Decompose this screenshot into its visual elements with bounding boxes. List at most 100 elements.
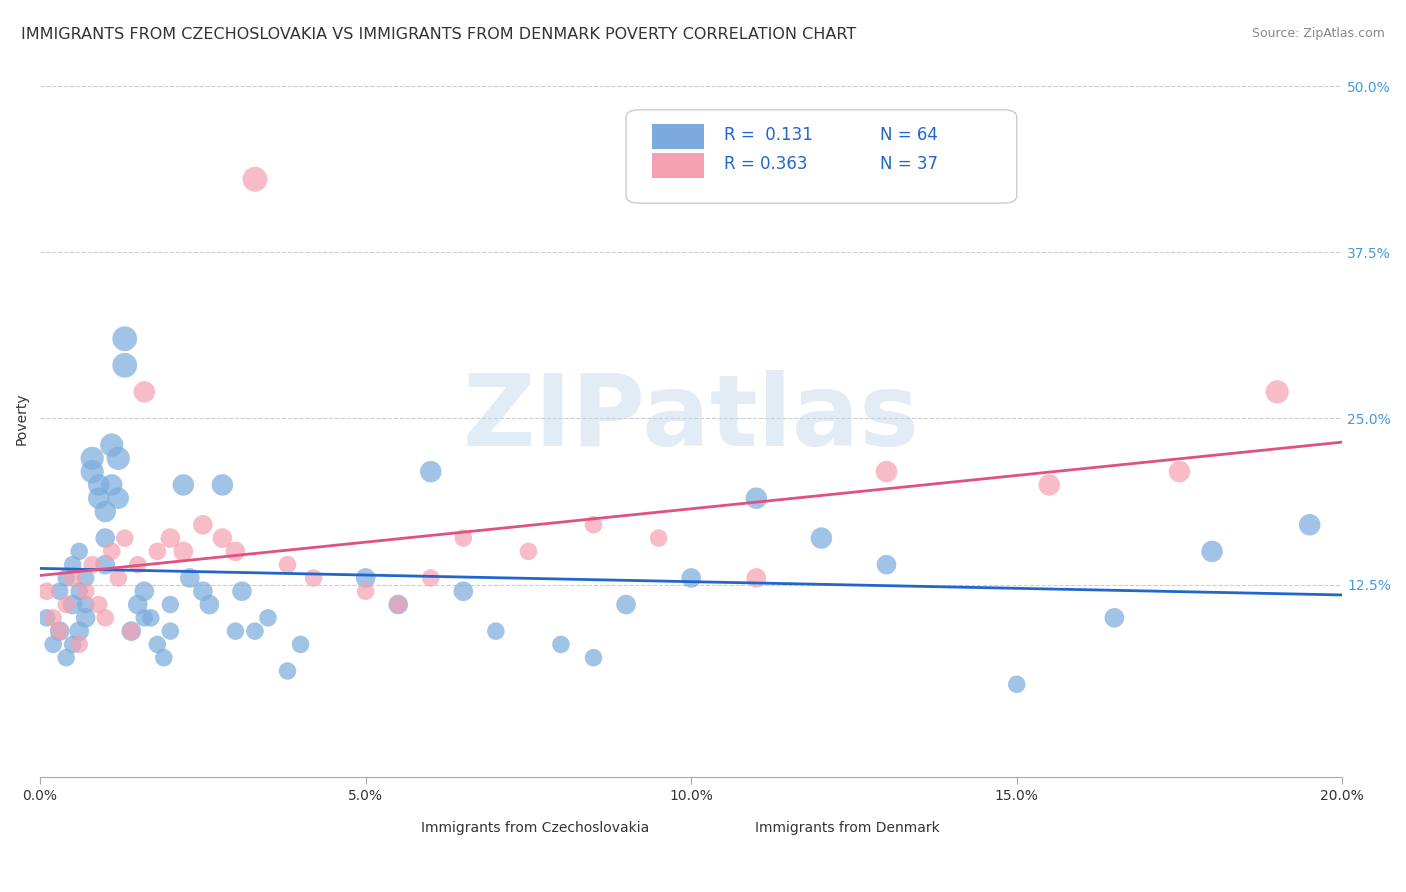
Immigrants from Czechoslovakia — [55, 571, 77, 585]
Immigrants from Denmark — [75, 584, 97, 599]
Immigrants from Czechoslovakia — [67, 584, 90, 599]
Immigrants from Denmark — [172, 544, 194, 558]
Immigrants from Czechoslovakia — [120, 624, 142, 639]
Immigrants from Czechoslovakia — [134, 611, 156, 625]
Immigrants from Czechoslovakia — [1299, 517, 1322, 532]
Immigrants from Czechoslovakia — [159, 624, 181, 639]
Immigrants from Czechoslovakia — [745, 491, 768, 506]
Immigrants from Denmark — [647, 531, 669, 545]
Immigrants from Denmark — [114, 531, 136, 545]
Immigrants from Czechoslovakia — [681, 571, 703, 585]
Immigrants from Czechoslovakia — [94, 531, 117, 545]
Immigrants from Denmark — [243, 172, 266, 186]
Immigrants from Denmark — [419, 571, 441, 585]
Immigrants from Denmark — [745, 571, 768, 585]
Bar — [652, 124, 704, 149]
Immigrants from Czechoslovakia — [67, 624, 90, 639]
Immigrants from Denmark — [87, 598, 110, 612]
Immigrants from Czechoslovakia — [100, 438, 122, 452]
Text: R =  0.131: R = 0.131 — [724, 126, 813, 144]
Immigrants from Czechoslovakia — [134, 584, 156, 599]
Immigrants from Czechoslovakia — [354, 571, 377, 585]
Text: ZIPatlas: ZIPatlas — [463, 370, 920, 467]
Immigrants from Denmark — [62, 571, 84, 585]
Immigrants from Czechoslovakia — [153, 650, 176, 665]
Immigrants from Czechoslovakia — [75, 598, 97, 612]
Immigrants from Czechoslovakia — [550, 637, 572, 651]
Immigrants from Czechoslovakia — [82, 465, 104, 479]
Immigrants from Denmark — [134, 384, 156, 399]
Immigrants from Czechoslovakia — [276, 664, 298, 678]
Immigrants from Czechoslovakia — [172, 478, 194, 492]
Immigrants from Denmark — [159, 531, 181, 545]
Immigrants from Czechoslovakia — [876, 558, 898, 572]
Immigrants from Czechoslovakia — [810, 531, 832, 545]
Immigrants from Czechoslovakia — [127, 598, 149, 612]
Immigrants from Czechoslovakia — [114, 359, 136, 373]
Immigrants from Czechoslovakia — [75, 611, 97, 625]
Text: R = 0.363: R = 0.363 — [724, 154, 807, 173]
Y-axis label: Poverty: Poverty — [15, 392, 30, 445]
Immigrants from Czechoslovakia — [582, 650, 605, 665]
Text: Immigrants from Denmark: Immigrants from Denmark — [755, 821, 939, 835]
Text: N = 64: N = 64 — [880, 126, 938, 144]
Immigrants from Denmark — [107, 571, 129, 585]
Immigrants from Czechoslovakia — [243, 624, 266, 639]
Immigrants from Czechoslovakia — [42, 637, 65, 651]
Immigrants from Czechoslovakia — [87, 478, 110, 492]
Immigrants from Denmark — [94, 611, 117, 625]
Immigrants from Denmark — [1168, 465, 1191, 479]
Immigrants from Czechoslovakia — [55, 650, 77, 665]
Immigrants from Czechoslovakia — [139, 611, 162, 625]
Text: IMMIGRANTS FROM CZECHOSLOVAKIA VS IMMIGRANTS FROM DENMARK POVERTY CORRELATION CH: IMMIGRANTS FROM CZECHOSLOVAKIA VS IMMIGR… — [21, 27, 856, 42]
Immigrants from Denmark — [1038, 478, 1060, 492]
Immigrants from Denmark — [35, 584, 58, 599]
Text: N = 37: N = 37 — [880, 154, 938, 173]
Immigrants from Czechoslovakia — [75, 571, 97, 585]
Immigrants from Czechoslovakia — [179, 571, 201, 585]
Immigrants from Denmark — [517, 544, 540, 558]
Immigrants from Denmark — [387, 598, 409, 612]
Immigrants from Czechoslovakia — [257, 611, 280, 625]
Immigrants from Denmark — [302, 571, 325, 585]
Immigrants from Czechoslovakia — [94, 558, 117, 572]
Immigrants from Czechoslovakia — [1005, 677, 1028, 691]
Immigrants from Czechoslovakia — [62, 598, 84, 612]
Immigrants from Czechoslovakia — [48, 624, 70, 639]
Immigrants from Denmark — [127, 558, 149, 572]
Immigrants from Czechoslovakia — [453, 584, 475, 599]
Immigrants from Czechoslovakia — [198, 598, 221, 612]
Immigrants from Denmark — [67, 637, 90, 651]
Immigrants from Czechoslovakia — [224, 624, 246, 639]
Immigrants from Czechoslovakia — [159, 598, 181, 612]
Immigrants from Czechoslovakia — [146, 637, 169, 651]
Bar — [704, 816, 737, 836]
Bar — [652, 153, 704, 178]
Immigrants from Denmark — [42, 611, 65, 625]
Immigrants from Denmark — [48, 624, 70, 639]
Immigrants from Czechoslovakia — [387, 598, 409, 612]
Immigrants from Denmark — [191, 517, 214, 532]
Immigrants from Czechoslovakia — [35, 611, 58, 625]
Immigrants from Czechoslovakia — [100, 478, 122, 492]
Immigrants from Czechoslovakia — [1201, 544, 1223, 558]
Text: Source: ZipAtlas.com: Source: ZipAtlas.com — [1251, 27, 1385, 40]
Immigrants from Denmark — [224, 544, 246, 558]
Immigrants from Czechoslovakia — [211, 478, 233, 492]
Immigrants from Denmark — [211, 531, 233, 545]
Immigrants from Denmark — [1265, 384, 1288, 399]
Immigrants from Czechoslovakia — [82, 451, 104, 466]
Immigrants from Denmark — [453, 531, 475, 545]
Immigrants from Denmark — [146, 544, 169, 558]
Immigrants from Czechoslovakia — [231, 584, 253, 599]
Immigrants from Denmark — [55, 598, 77, 612]
Immigrants from Czechoslovakia — [94, 504, 117, 518]
Immigrants from Czechoslovakia — [107, 491, 129, 506]
Immigrants from Czechoslovakia — [62, 558, 84, 572]
Immigrants from Denmark — [82, 558, 104, 572]
Immigrants from Czechoslovakia — [614, 598, 637, 612]
Immigrants from Denmark — [100, 544, 122, 558]
Immigrants from Czechoslovakia — [62, 637, 84, 651]
Immigrants from Denmark — [120, 624, 142, 639]
Immigrants from Czechoslovakia — [48, 584, 70, 599]
